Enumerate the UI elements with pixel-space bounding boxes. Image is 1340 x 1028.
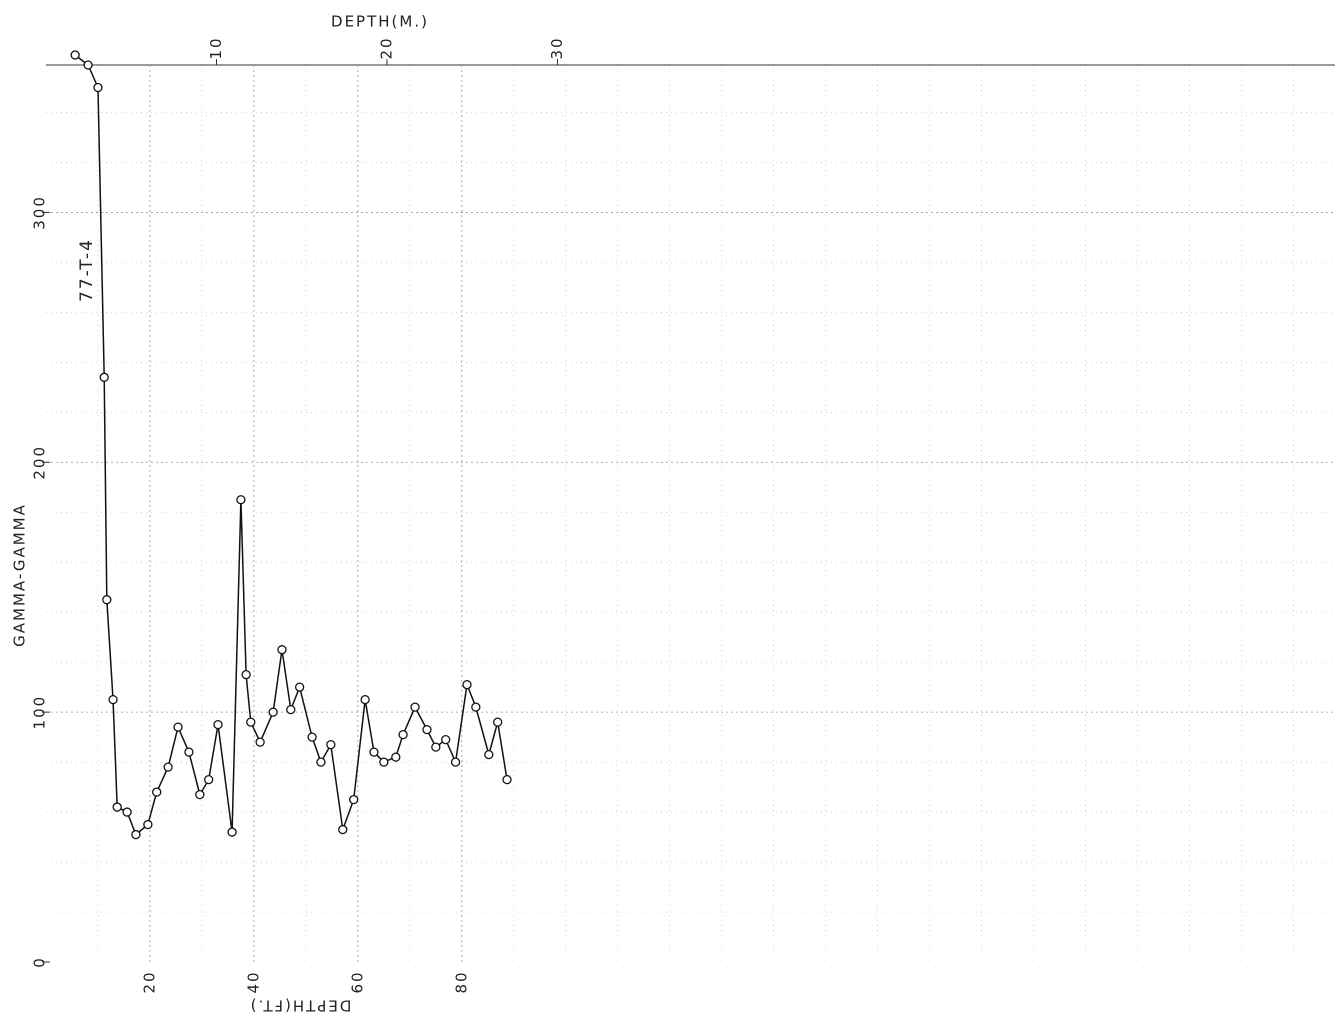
x-tick-label: 20 <box>140 970 158 993</box>
y-tick-label: 200 <box>31 445 49 480</box>
data-point <box>112 802 122 812</box>
data-point <box>241 670 251 680</box>
data-point <box>391 752 401 762</box>
data-point <box>326 739 336 750</box>
x2-tick-label: 30 <box>548 36 566 59</box>
data-point <box>102 595 112 605</box>
data-point <box>398 729 408 740</box>
data-point <box>236 495 246 505</box>
data-point <box>70 50 80 60</box>
data-point <box>227 827 237 837</box>
data-point <box>316 757 326 767</box>
data-point <box>122 807 132 817</box>
x2-tick-label: 20 <box>378 36 396 59</box>
data-point <box>422 724 432 735</box>
data-point <box>152 787 162 797</box>
x2-tick-label: 10 <box>207 36 225 59</box>
data-point <box>338 824 348 835</box>
data-line <box>74 54 508 836</box>
x2-axis-label: DEPTH(M.) <box>331 13 429 31</box>
data-point <box>143 819 153 830</box>
data-point <box>471 702 481 712</box>
data-point <box>450 757 461 767</box>
data-point <box>286 704 296 715</box>
data-point <box>163 762 173 772</box>
data-point <box>307 732 317 742</box>
x-axis-label: DEPTH(FT.) <box>249 997 352 1015</box>
x-tick-label: 60 <box>348 970 366 993</box>
data-point <box>268 707 278 717</box>
x-tick-label: 80 <box>452 970 470 993</box>
y-axis-label: GAMMA-GAMMA <box>11 503 29 647</box>
data-point <box>484 749 494 760</box>
data-point <box>246 717 256 727</box>
x-tick-label: 40 <box>244 970 262 993</box>
data-point <box>441 734 451 745</box>
data-point <box>360 694 370 705</box>
y-tick-label: 0 <box>31 956 49 968</box>
data-point <box>108 694 118 705</box>
data-point <box>462 680 472 690</box>
data-point <box>502 774 512 785</box>
data-point <box>277 645 287 655</box>
data-point <box>369 747 379 757</box>
data-point <box>184 747 194 757</box>
data-point <box>204 774 214 785</box>
data-point <box>431 742 441 752</box>
data-point <box>294 682 305 692</box>
data-point <box>410 702 420 712</box>
data-point <box>173 722 183 732</box>
data-point <box>131 829 141 840</box>
y-tick-label: 300 <box>31 195 49 230</box>
data-point <box>93 82 103 93</box>
data-point <box>213 719 223 730</box>
data-point <box>255 737 265 747</box>
data-point <box>493 717 503 727</box>
data-point <box>195 789 205 800</box>
data-point <box>349 794 359 805</box>
annotation: 77-T-4 <box>77 238 97 302</box>
data-point <box>379 757 389 767</box>
data-point <box>83 60 93 70</box>
y-tick-label: 100 <box>31 695 49 730</box>
data-point <box>99 372 109 382</box>
